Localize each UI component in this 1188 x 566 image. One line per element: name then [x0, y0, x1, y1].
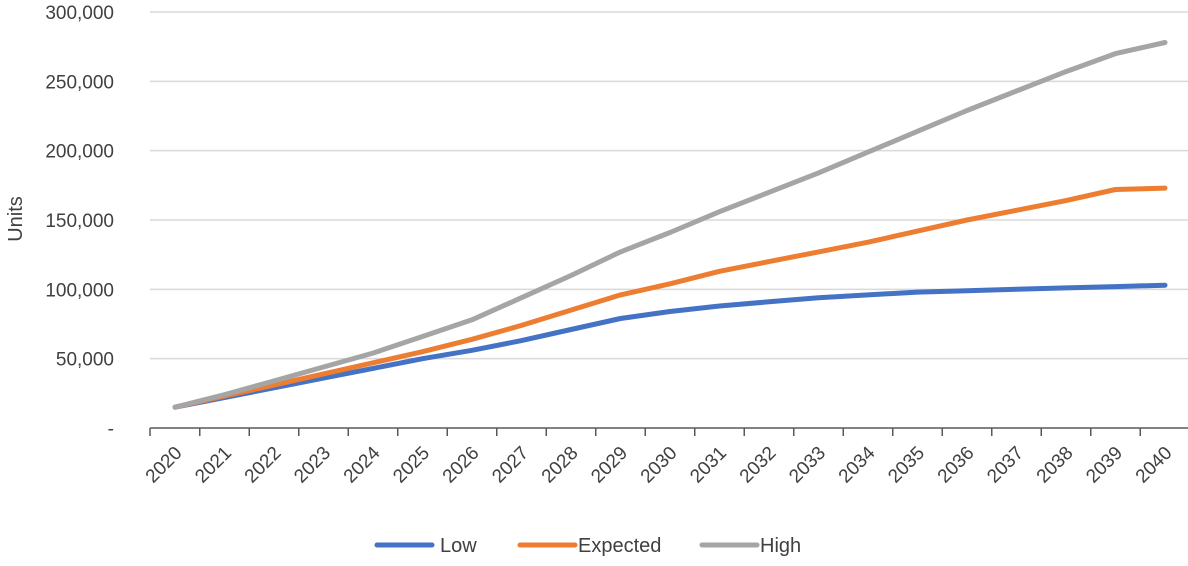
x-tick-label: 2033: [785, 443, 830, 488]
x-tick-label: 2021: [191, 443, 236, 488]
x-tick-label: 2040: [1132, 443, 1177, 488]
x-tick-label: 2020: [142, 443, 187, 488]
x-tick-label: 2039: [1082, 443, 1127, 488]
x-tick-label: 2025: [389, 443, 434, 488]
x-tick-label: 2036: [934, 443, 979, 488]
x-tick-label: 2022: [241, 443, 286, 488]
y-axis-label: Units: [5, 196, 27, 242]
y-tick-label: 100,000: [45, 280, 114, 301]
y-axis: - 50,000 100,000 150,000 200,000 250,000 300,0…: [45, 3, 114, 440]
legend-label-expected: Expected: [578, 535, 661, 557]
x-axis: 2020 2021 2022 2023 2024 2025 2026 2027 2028 2029…: [142, 427, 1188, 488]
y-tick-label: 300,000: [45, 3, 114, 24]
x-tick-label: 2038: [1033, 443, 1078, 488]
series-line-expected: [172, 185, 1168, 410]
x-tick-label: 2029: [587, 443, 632, 488]
y-tick-label: 150,000: [45, 211, 114, 232]
series-line-high: [172, 40, 1168, 410]
x-tick-label: 2034: [835, 442, 880, 487]
legend: Low Expected High: [374, 535, 801, 557]
series-lines: [172, 40, 1168, 410]
x-tick-label: 2030: [637, 443, 682, 488]
y-tick-label: -: [108, 419, 114, 440]
x-tick-label: 2031: [686, 443, 731, 488]
x-tick-label: 2028: [538, 443, 583, 488]
series-line-low: [172, 282, 1168, 410]
x-tick-label: 2032: [736, 443, 781, 488]
x-tick-label: 2024: [340, 442, 385, 487]
x-tick-label: 2037: [983, 443, 1028, 488]
y-tick-label: 200,000: [45, 142, 114, 163]
y-tick-label: 50,000: [56, 350, 114, 371]
x-tick-label: 2023: [290, 443, 335, 488]
legend-label-high: High: [760, 535, 801, 557]
x-tick-label: 2027: [488, 443, 533, 488]
x-tick-label: 2035: [884, 443, 929, 488]
gridlines: [150, 11, 1188, 360]
x-tick-label: 2026: [439, 443, 484, 488]
y-tick-label: 250,000: [45, 72, 114, 93]
legend-label-low: Low: [440, 535, 477, 557]
